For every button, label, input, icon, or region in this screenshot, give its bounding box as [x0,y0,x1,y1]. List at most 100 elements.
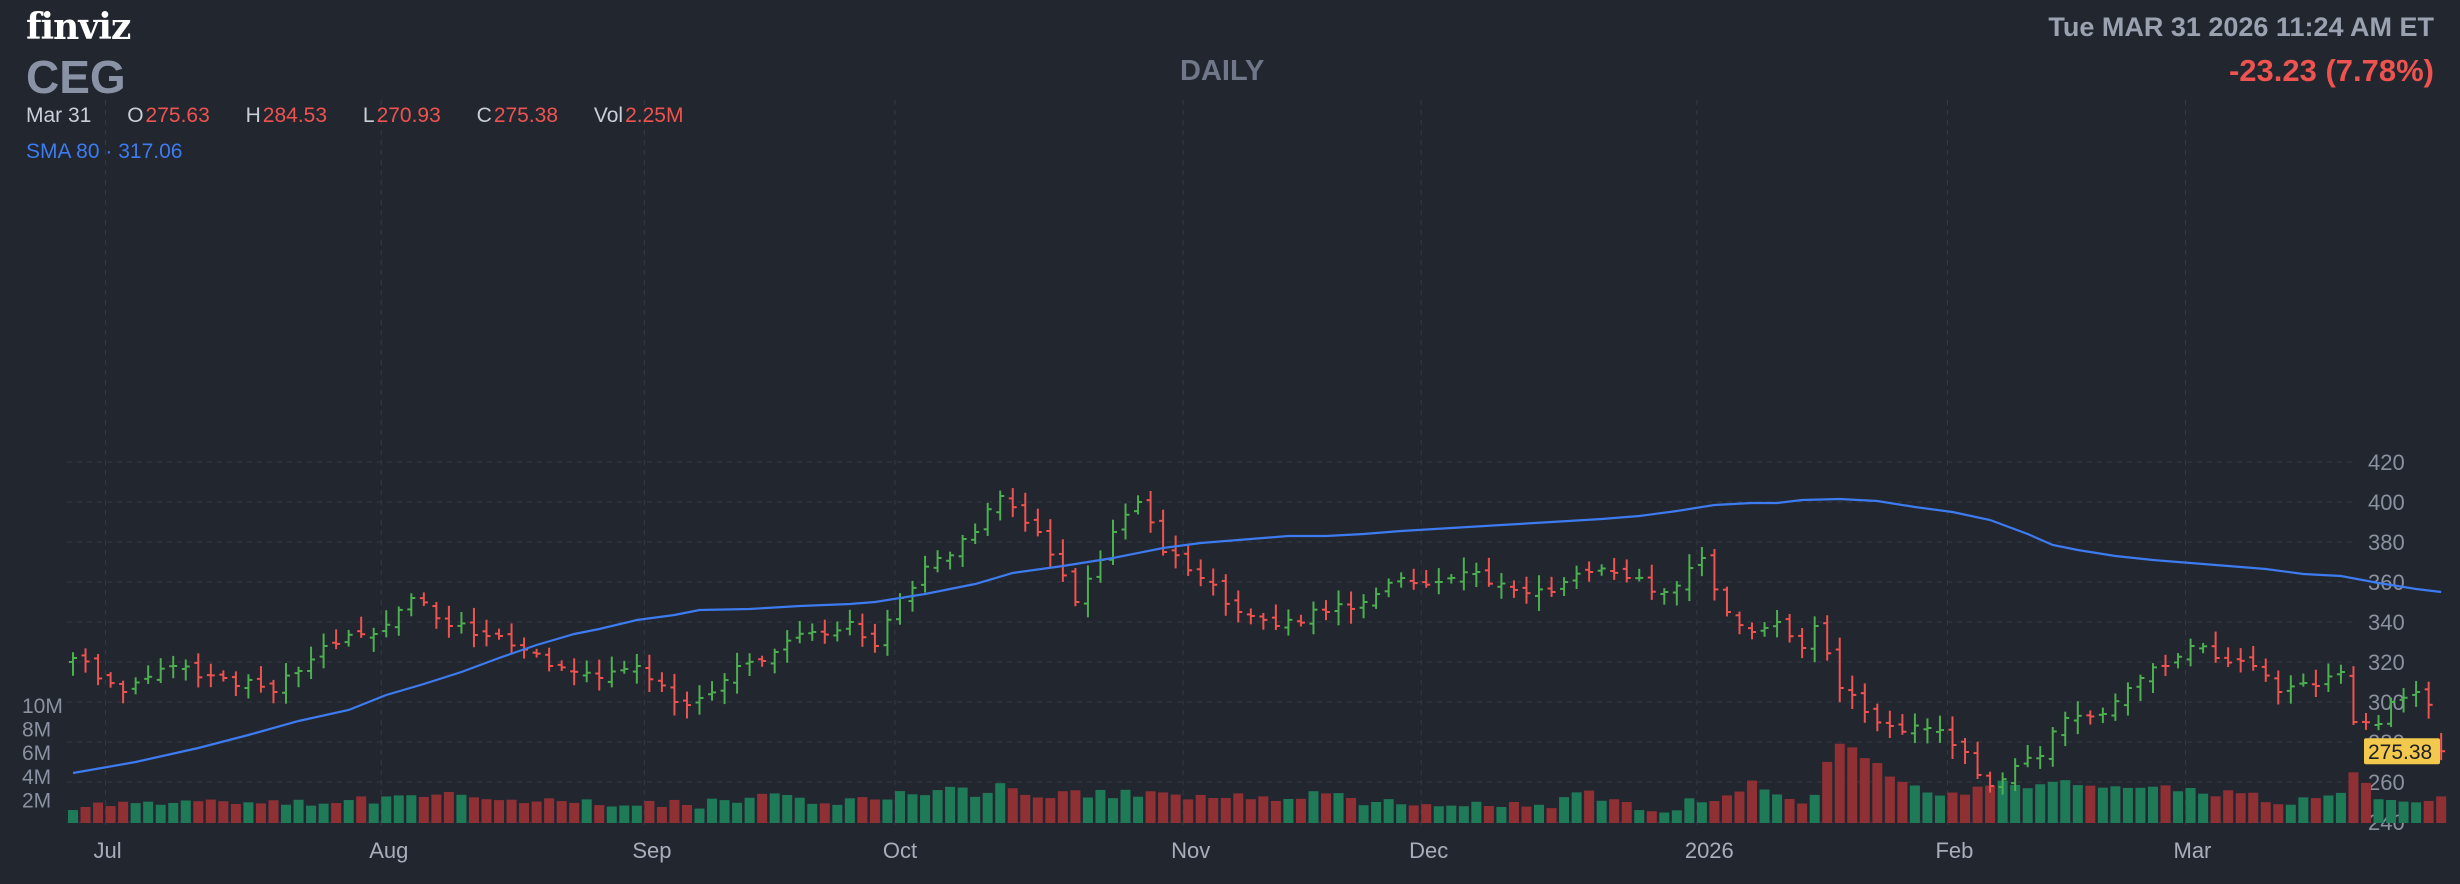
volume-bar [945,786,956,823]
volume-bar [2260,802,2271,823]
ohlc-bar [1860,683,1869,723]
volume-bar [381,796,392,823]
ohlc-bar [607,656,616,688]
volume-bar [1809,794,1820,823]
ohlc-bar [2361,712,2370,730]
ohlc-bar [1785,613,1794,643]
ohlc-bar [2136,674,2145,702]
ohlc-bar [2324,663,2333,692]
y-tick-label: 380 [2368,530,2405,555]
ohlc-bar [1585,561,1594,582]
ohlc-bar [1271,604,1280,631]
ohlc-bar [394,606,403,636]
volume-bar [230,803,241,823]
volume-bar [1659,812,1670,823]
volume-bar [1208,798,1219,823]
volume-bar [1972,786,1983,823]
volume-bar [907,794,918,823]
ohlc-bar [1509,580,1518,598]
volume-bar [2310,798,2321,823]
ohlc-bar [1459,557,1468,591]
volume-bar [2173,791,2184,823]
y-tick-label: 260 [2368,770,2405,795]
ohlc-date: Mar 31 [26,104,92,127]
ohlc-bar [256,666,265,693]
ohlc-bar [1898,714,1907,735]
volume-tick-label: 4M [22,766,51,789]
volume-bar [1534,804,1545,823]
ohlc-bar [595,659,604,691]
volume-bar [1684,798,1695,823]
volume-bar [1158,792,1169,823]
datetime-label: Tue MAR 31 2026 11:24 AM ET [2048,12,2434,42]
volume-bar [68,810,78,823]
volume-bar [832,804,843,823]
volume-bar [443,791,454,823]
ohlc-bar [1660,588,1669,605]
ohlc-bar [1873,703,1882,732]
ohlc-bar [2412,680,2421,707]
ohlc-bar [1547,576,1556,597]
volume-bar [569,802,580,823]
ohlc-bar [1071,568,1080,607]
y-tick-label: 340 [2368,610,2405,635]
ohlc-bar [282,663,291,704]
ohlc-bar [1810,616,1819,663]
ohlc-bar [2211,631,2220,663]
x-tick-label: Aug [369,838,408,863]
ohlc-bar [495,628,504,640]
x-tick-label: Nov [1171,838,1210,863]
volume-bar [1646,811,1657,823]
ohlc-bar [332,629,341,650]
ohlc-bar [971,523,980,544]
volume-bar [2085,785,2096,823]
ohlc-bar [2236,648,2245,673]
ohlc-bar [1209,568,1218,596]
ohlc-bar [1597,564,1606,576]
ohlc-bar [1184,543,1193,576]
ohlc-bar [1848,675,1857,709]
volume-bar [581,799,592,823]
finviz-logo[interactable]: finviz [26,6,131,48]
volume-bar [2248,792,2259,823]
volume-bar [2323,795,2334,823]
volume-bar [1396,804,1407,823]
volume-tick-label: 10M [22,695,63,718]
ohlc-bar [720,673,729,705]
volume-bar [1721,795,1732,823]
ohlc-bar [1234,590,1243,623]
ohlc-bar [2224,647,2233,668]
volume-bar [556,801,567,823]
ohlc-bar [507,623,516,654]
volume-bar [1446,805,1457,823]
ohlc-bar [2011,758,2020,792]
x-tick-label: Mar [2174,838,2212,863]
volume-bar [2235,793,2246,823]
volume-bar [1032,797,1043,823]
ohlc-bar [2286,675,2295,704]
ohlc-bar [2249,646,2258,671]
volume-bar [1909,785,1920,823]
ticker-symbol: CEG [26,51,126,103]
ohlc-bar [682,691,691,719]
ohlc-bar [444,605,453,638]
volume-bar [2185,788,2196,823]
volume-bar [794,797,805,823]
ohlc-bar [2186,638,2195,667]
close-label: C [476,104,492,127]
sma-legend[interactable]: SMA 80 · 317.06 [26,140,182,164]
volume-bar [306,805,317,823]
ohlc-bar [845,609,854,636]
volume-bar [1258,796,1269,823]
volume-bar [857,797,868,823]
volume-bar [243,802,254,823]
volume-bar [481,799,492,823]
volume-bar [80,806,91,823]
ohlc-bar [1622,559,1631,583]
low-value: 270.93 [376,104,441,127]
ohlc-bar [833,621,842,642]
ohlc-bar [1058,539,1067,582]
volume-bar [1784,799,1795,823]
volume-bar [356,796,367,823]
